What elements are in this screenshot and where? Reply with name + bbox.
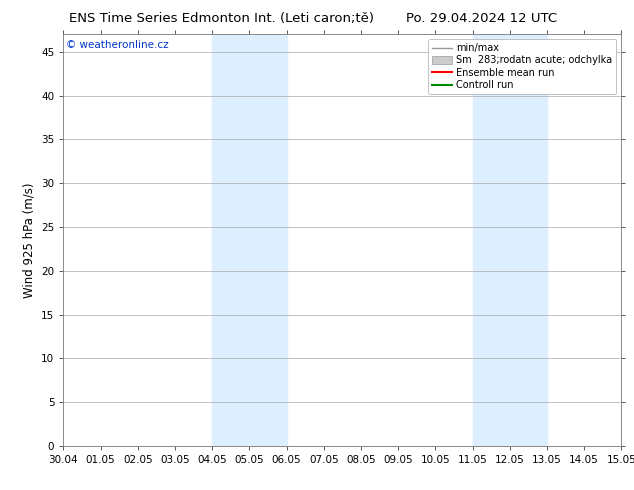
Bar	[472, 34, 547, 446]
Legend: min/max, Sm  283;rodatn acute; odchylka, Ensemble mean run, Controll run: min/max, Sm 283;rodatn acute; odchylka, …	[428, 39, 616, 94]
Text: Po. 29.04.2024 12 UTC: Po. 29.04.2024 12 UTC	[406, 12, 557, 25]
Text: ENS Time Series Edmonton Int. (Leti caron;tě): ENS Time Series Edmonton Int. (Leti caro…	[69, 12, 375, 25]
Y-axis label: Wind 925 hPa (m/s): Wind 925 hPa (m/s)	[23, 182, 36, 298]
Text: © weatheronline.cz: © weatheronline.cz	[66, 41, 169, 50]
Bar	[212, 34, 287, 446]
